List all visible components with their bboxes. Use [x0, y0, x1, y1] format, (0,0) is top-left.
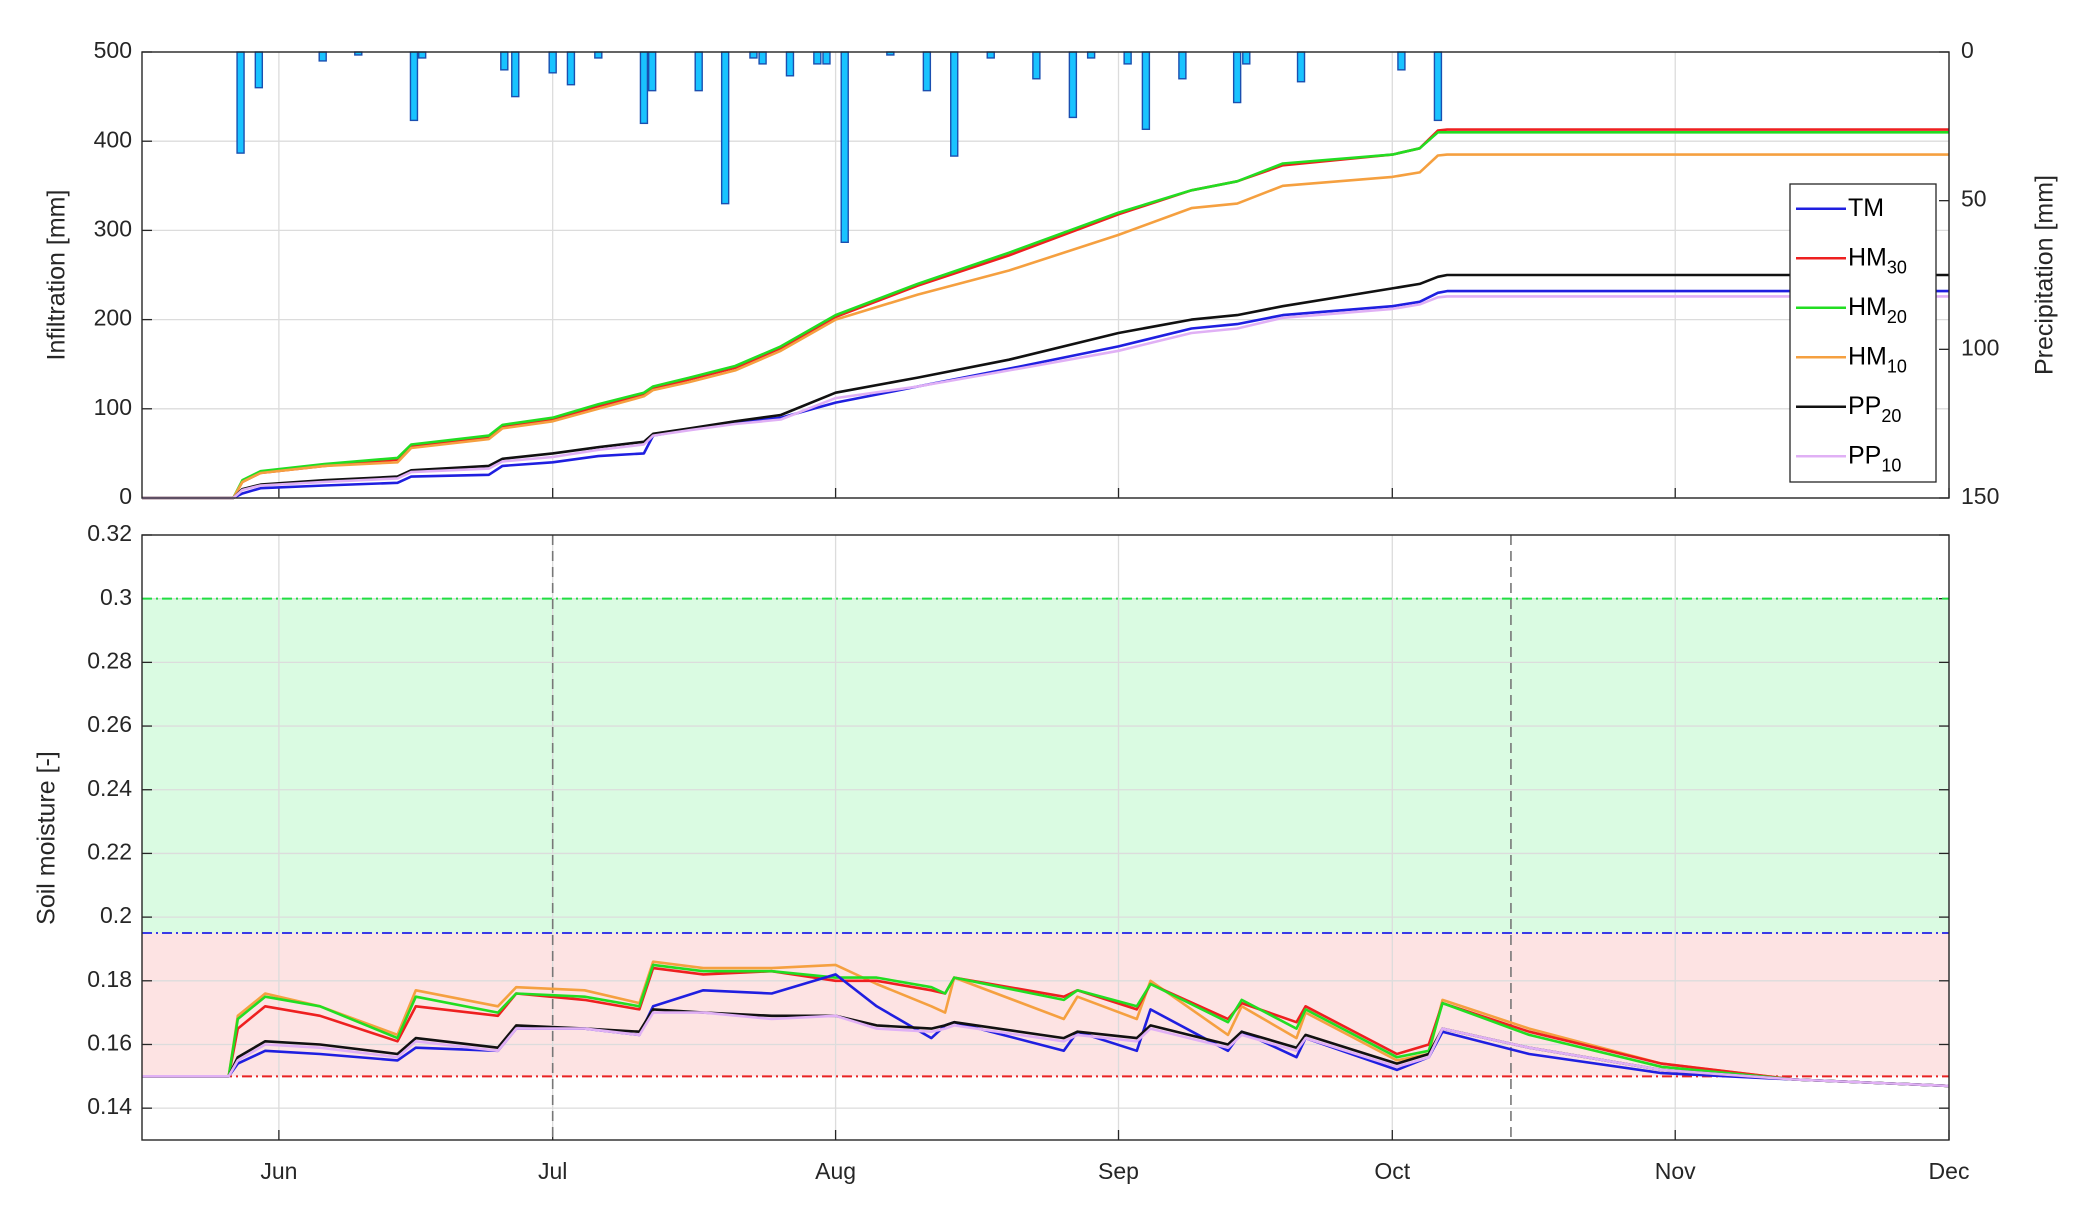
y-tick-label: 0.2 — [100, 902, 132, 928]
y2-axis-label: Precipitation [mm] — [2031, 175, 2059, 375]
precipitation-bar — [840, 51, 849, 243]
x-tick-label: Sep — [1098, 1158, 1139, 1184]
precipitation-bar — [511, 51, 520, 98]
legend-subscript: 20 — [1881, 406, 1901, 426]
precipitation-bar — [236, 51, 245, 154]
series-line — [142, 131, 1949, 500]
y-tick-label: 0.22 — [87, 838, 132, 864]
y2-tick-label: 50 — [1961, 186, 1987, 212]
precipitation-bar — [1068, 51, 1078, 119]
legend-subscript: 10 — [1881, 455, 1901, 475]
legend-label: PP20 — [1848, 391, 1901, 425]
legend-name: HM — [1848, 342, 1887, 370]
band — [142, 933, 1949, 1077]
series-line — [142, 1008, 1950, 1088]
precipitation-bar — [417, 51, 427, 59]
precipitation-bar — [1086, 51, 1096, 59]
precipitation-bar — [1141, 51, 1151, 131]
series-line — [142, 295, 1949, 500]
precipitation-bar — [1232, 51, 1242, 104]
precipitation-bar — [548, 51, 557, 74]
precipitation-bar — [785, 51, 795, 77]
y-tick-label: 0.3 — [100, 584, 132, 610]
y-tick-label: 0.24 — [87, 775, 132, 801]
precipitation-bar — [720, 51, 730, 205]
legend-label: PP10 — [1848, 441, 1901, 475]
y-tick-label: 0.26 — [87, 711, 132, 737]
legend-subscript: 30 — [1887, 257, 1907, 277]
y-axis-label: Soil moisture [-] — [33, 751, 61, 925]
x-tick-label: Oct — [1374, 1158, 1410, 1184]
series-line — [142, 1011, 1950, 1088]
y-tick-label: 500 — [94, 37, 132, 63]
legend-subscript: 20 — [1887, 307, 1907, 327]
y-tick-label: 200 — [94, 305, 132, 331]
y-tick-label: 0.32 — [87, 520, 132, 546]
legend-label: HM10 — [1848, 342, 1907, 376]
legend-name: PP — [1848, 391, 1881, 419]
precipitation-bar — [1433, 51, 1443, 122]
x-tick-label: Jun — [260, 1158, 297, 1184]
series-line — [142, 960, 1950, 1088]
x-tick-label: Dec — [1929, 1158, 1970, 1184]
legend-name: PP — [1848, 441, 1881, 469]
precipitation-bar — [1296, 51, 1306, 83]
precipitation-bar — [639, 51, 649, 125]
y-tick-label: 100 — [94, 394, 132, 420]
legend-subscript: 10 — [1887, 356, 1907, 376]
precipitation-bar — [254, 51, 264, 89]
legend-name: HM — [1848, 292, 1887, 320]
y-tick-label: 0.16 — [87, 1030, 132, 1056]
plot-frame — [141, 534, 1950, 1141]
legend-name: HM — [1848, 243, 1887, 271]
precipitation-bar — [749, 51, 758, 59]
legend-name: TM — [1848, 193, 1884, 221]
precipitation-bar — [813, 51, 822, 65]
series-line — [142, 966, 1950, 1088]
legend-box — [1789, 183, 1937, 483]
x-tick-label: Aug — [815, 1158, 856, 1184]
series-line — [142, 973, 1950, 1088]
series-line — [142, 273, 1949, 500]
series-line — [142, 963, 1950, 1088]
precipitation-bar — [647, 51, 657, 92]
y2-tick-label: 0 — [1961, 37, 1974, 63]
y-tick-label: 0.18 — [87, 966, 132, 992]
y-tick-label: 300 — [94, 215, 132, 241]
legend-label: HM20 — [1848, 292, 1907, 326]
plot-frame — [141, 51, 1950, 499]
x-tick-label: Jul — [538, 1158, 567, 1184]
y-tick-label: 400 — [94, 126, 132, 152]
y-tick-label: 0 — [119, 483, 132, 509]
precipitation-bar — [1242, 51, 1251, 65]
precipitation-bar — [500, 51, 509, 71]
y-axis-label: Infiltration [mm] — [43, 190, 71, 361]
precipitation-bar — [1397, 51, 1406, 71]
legend-label: TM — [1848, 193, 1884, 221]
precipitation-bar — [318, 51, 327, 62]
precipitation-bar — [1123, 51, 1132, 65]
series-line — [142, 153, 1949, 500]
precipitation-bar — [566, 51, 576, 86]
precipitation-bar — [950, 51, 959, 157]
y-tick-label: 0.14 — [87, 1093, 132, 1119]
y2-tick-label: 150 — [1961, 483, 1999, 509]
x-tick-label: Nov — [1655, 1158, 1696, 1184]
precipitation-bar — [986, 51, 995, 59]
precipitation-bar — [1032, 51, 1041, 80]
precipitation-bar — [594, 51, 603, 59]
legend-label: HM30 — [1848, 243, 1907, 277]
precipitation-bar — [922, 51, 932, 92]
y2-tick-label: 100 — [1961, 334, 1999, 360]
y-tick-label: 0.28 — [87, 647, 132, 673]
precipitation-bar — [822, 51, 831, 65]
precipitation-bar — [694, 51, 703, 92]
precipitation-bar — [409, 51, 419, 122]
precipitation-bar — [1178, 51, 1187, 80]
band — [142, 598, 1949, 934]
precipitation-bar — [758, 51, 767, 65]
